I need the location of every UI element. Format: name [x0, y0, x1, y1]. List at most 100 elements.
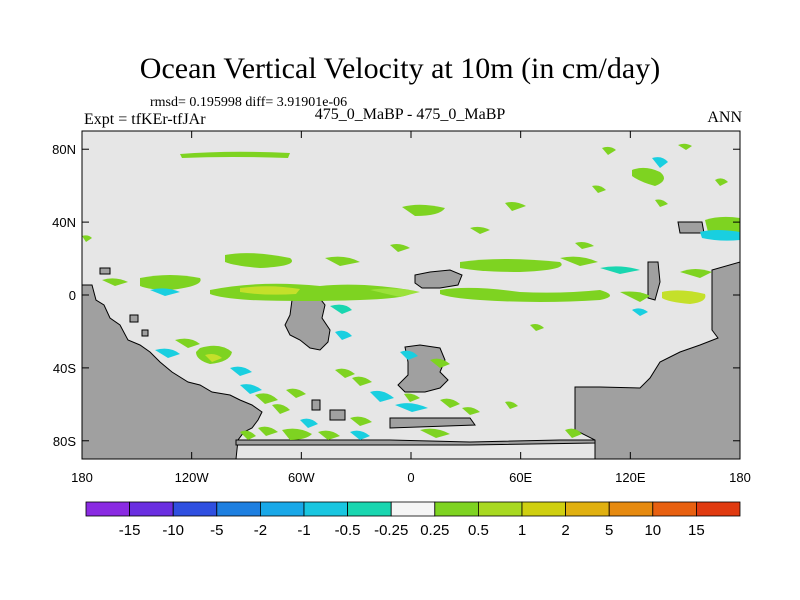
colorbar-label: -0.5 [335, 522, 361, 539]
x-tick-label: 180 [729, 470, 751, 485]
colorbar-swatch [216, 501, 261, 517]
land-island-10 [141, 329, 149, 337]
velocity-patch [470, 226, 490, 234]
colorbar-label: -5 [210, 522, 223, 539]
velocity-patch [205, 354, 222, 362]
velocity-patch [430, 358, 450, 368]
velocity-patch [400, 350, 418, 360]
colorbar-label: -2 [254, 522, 267, 539]
velocity-patch [390, 244, 410, 252]
velocity-patch [140, 275, 201, 290]
velocity-patch [282, 428, 312, 440]
velocity-patch [505, 202, 526, 211]
velocity-patch [460, 259, 562, 272]
colorbar-label: 10 [644, 522, 661, 539]
velocity-patch [440, 287, 610, 302]
velocity-patch [620, 291, 650, 302]
velocity-patch [662, 290, 706, 304]
velocity-patch [150, 288, 180, 296]
colorbar-label: -15 [119, 522, 141, 539]
velocity-patch [655, 199, 668, 207]
colorbar-swatch [652, 501, 697, 517]
velocity-patch [632, 308, 648, 316]
land-east [574, 261, 741, 460]
x-tick-label: 0 [407, 470, 414, 485]
velocity-patch [335, 330, 352, 340]
velocity-patch [404, 393, 420, 402]
land-south-strip [235, 439, 596, 446]
velocity-patch [678, 143, 692, 150]
colorbar-swatch [85, 501, 130, 517]
y-tick-label: 40S [53, 361, 76, 376]
velocity-patch [82, 235, 92, 242]
y-tick-label: 40N [52, 215, 76, 230]
velocity-patch [462, 407, 480, 415]
colorbar-label: -10 [162, 522, 184, 539]
season-label: ANN [707, 109, 742, 126]
colorbar-swatch [303, 501, 348, 517]
velocity-patch [330, 304, 352, 314]
colorbar-label: -0.25 [374, 522, 408, 539]
y-tick-label: 0 [69, 288, 76, 303]
velocity-patch [632, 167, 664, 186]
land-island-11 [99, 267, 111, 275]
velocity-patch [350, 430, 370, 440]
colorbar-label: 15 [688, 522, 705, 539]
velocity-patch [352, 376, 372, 386]
y-tick-label: 80N [52, 142, 76, 157]
experiment-label: Expt = tfKEr-tfJAr [84, 111, 206, 128]
land-island-8 [389, 417, 476, 429]
velocity-patch [325, 256, 360, 266]
chart-title: Ocean Vertical Velocity at 10m (in cm/da… [139, 52, 661, 85]
colorbar-label: 1 [518, 522, 526, 539]
velocity-patch [370, 288, 420, 297]
colorbar-swatch [521, 501, 566, 517]
velocity-patch [286, 388, 306, 398]
velocity-patch [602, 146, 616, 155]
velocity-patch [530, 324, 544, 331]
land-island-4 [647, 261, 661, 301]
velocity-patch [272, 404, 290, 414]
land-mask [81, 221, 741, 460]
y-axis: 80N 40N 0 40S 80S [52, 142, 740, 449]
velocity-patches [82, 143, 740, 440]
x-tick-label: 60W [288, 470, 315, 485]
velocity-patch [225, 253, 292, 268]
case-label: 475_0_MaBP - 475_0_MaBP [314, 106, 506, 123]
x-tick-label: 120W [175, 470, 210, 485]
colorbar-label: -1 [297, 522, 310, 539]
velocity-patch [318, 430, 340, 440]
velocity-patch [350, 416, 372, 426]
velocity-patch [705, 216, 740, 234]
x-tick-label: 180 [71, 470, 93, 485]
velocity-patch [258, 426, 278, 436]
velocity-patch [420, 428, 450, 438]
velocity-patch [560, 256, 598, 266]
land-island-5 [677, 221, 705, 234]
land-island-6 [329, 409, 346, 421]
velocity-patch [155, 348, 180, 358]
colorbar-swatch [565, 501, 610, 517]
velocity-patch [175, 338, 200, 348]
stats-label: rmsd= 0.195998 diff= 3.91901e-06 [150, 95, 348, 110]
land-island-7 [311, 399, 321, 411]
velocity-patch [715, 178, 728, 186]
x-axis: 180 120W 60W 0 60E 120E 180 [71, 131, 751, 485]
x-tick-label: 60E [509, 470, 532, 485]
velocity-patch [652, 157, 668, 168]
colorbar-swatch [259, 501, 305, 517]
velocity-patch [565, 428, 582, 438]
velocity-patch [505, 401, 518, 409]
land-island-9 [129, 314, 139, 323]
velocity-patch [230, 366, 252, 376]
velocity-patch [575, 242, 594, 249]
velocity-patch [700, 230, 740, 241]
colorbar-swatch [390, 501, 436, 517]
velocity-patch [440, 398, 460, 408]
colorbar-label: 0.25 [420, 522, 449, 539]
velocity-patch [335, 368, 355, 378]
colorbar: -15 -10 -5 -2 -1 -0.5 -0.25 0.25 0.5 1 2 5 10 15 [85, 501, 741, 539]
colorbar-swatch [172, 501, 218, 517]
velocity-patch [255, 393, 278, 404]
